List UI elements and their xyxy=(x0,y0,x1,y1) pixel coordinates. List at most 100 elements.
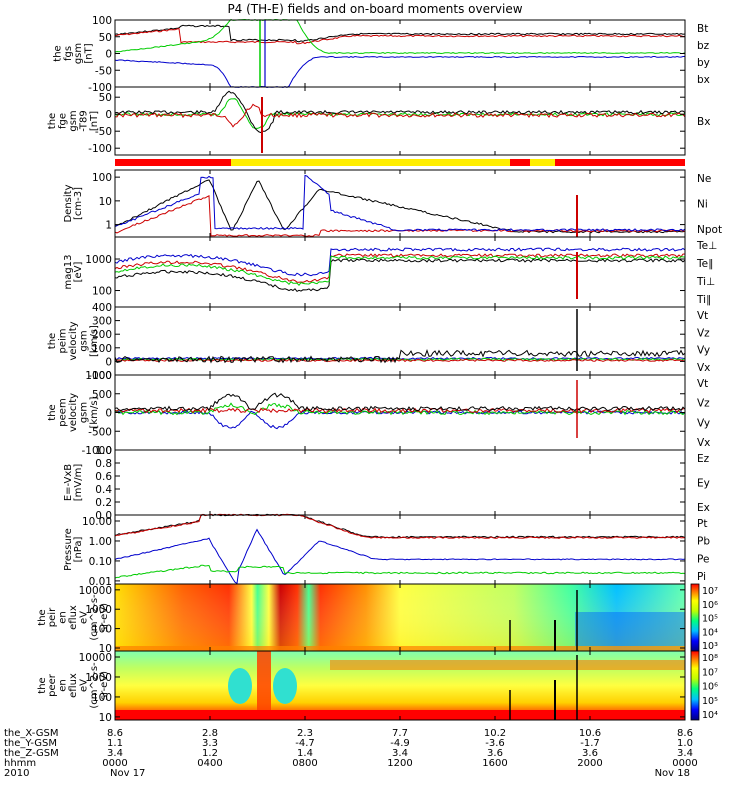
y-tick-label-velocity_i-0: 400 xyxy=(92,302,112,314)
y-label-fge-2: gsm xyxy=(68,110,79,131)
trace-fge-bz xyxy=(114,103,686,128)
panel-frame-efield xyxy=(114,449,686,516)
legend-fgs-2: by xyxy=(697,57,710,69)
y-label-fge-0: the xyxy=(47,113,58,129)
legend-temperature-0: Te⊥ xyxy=(696,240,717,252)
y-label-pressure-0: Pressure xyxy=(63,528,74,571)
trace-pressure-pe xyxy=(114,564,686,579)
y-label-velocity_e-3: gsm xyxy=(78,402,89,423)
time-axis: the_X-GSMthe_Y-GSMthe_Z-GSMhhmm20108.61.… xyxy=(4,20,698,779)
y-tick-label-efield-0: 1.0 xyxy=(95,445,112,457)
y-tick-label-fgs-2: 0 xyxy=(105,49,112,61)
y-tick-label-fge-1: 0 xyxy=(105,109,112,121)
y-label-efield-1: [mV/m] xyxy=(73,464,84,502)
y-label-temperature-0: mag13 xyxy=(63,255,74,290)
legend-temperature-2: Ti⊥ xyxy=(696,276,715,288)
legend-efield-1: Ey xyxy=(697,478,710,490)
trace-density-ni xyxy=(114,179,686,234)
y-label-electron_spectrogram-2: en xyxy=(58,679,69,692)
y-tick-label-fgs-1: 50 xyxy=(99,32,112,44)
y-label-velocity_e-2: velocity xyxy=(68,393,79,432)
y-label-fge-4: [nT] xyxy=(89,111,100,131)
ion-spectrogram-blue-patch xyxy=(575,612,685,646)
electron-spectrogram-blob-1 xyxy=(228,668,252,704)
y-label-density-1: [cm-3] xyxy=(73,187,84,220)
time-row-label-0: the_X-GSM xyxy=(4,728,58,739)
y-tick-label-fgs-3: -50 xyxy=(95,65,112,77)
y-label-velocity_i-2: velocity xyxy=(68,321,79,360)
y-label-fgs-3: [nT] xyxy=(84,43,95,63)
trace-layer xyxy=(114,18,686,585)
legend-velocity_e-3: Vx xyxy=(697,437,710,449)
y-tick-label-efield-2: 0.6 xyxy=(95,471,112,483)
legend-pressure-1: Pb xyxy=(697,536,710,548)
legend-fgs-0: Bt xyxy=(697,23,708,35)
y-tick-label-pressure-1: 1.00 xyxy=(89,536,112,548)
y-tick-label-efield-3: 0.4 xyxy=(95,484,112,496)
legend-pressure-0: Pt xyxy=(697,518,707,530)
y-label-velocity_i-4: [km/s] xyxy=(89,325,100,357)
legend-density-1: Ni xyxy=(697,199,708,211)
trace-ve-vt xyxy=(114,392,686,412)
y-tick-label-pressure-3: 0.01 xyxy=(89,576,112,588)
spectrogram-layer xyxy=(115,584,685,720)
y-label-fge-1: fge xyxy=(58,113,69,129)
time-row-label-2: the_Z-GSM xyxy=(4,748,59,759)
mode-bar-segment-red-2 xyxy=(510,159,530,166)
time-cell-2-3: 0800 xyxy=(292,758,317,769)
ion-spectrogram-shade xyxy=(115,584,685,651)
y-label-velocity_i-1: peim xyxy=(58,328,69,353)
legend-velocity_e-2: Vy xyxy=(697,417,710,429)
y-tick-label-temperature-1: 100 xyxy=(92,286,112,298)
y-label-ion_spectrogram-3: eflux xyxy=(68,605,79,630)
colorbar-label-ion_spectrogram-1: 10⁶ xyxy=(702,600,718,611)
legend-velocity_e-0: Vt xyxy=(697,378,708,390)
electron-spectrogram-blob-2 xyxy=(273,668,297,704)
trace-temp-teperp xyxy=(114,253,686,283)
time-row-label-1: the_Y-GSM xyxy=(4,738,57,749)
time-cell-6-0: 8.6 xyxy=(677,728,693,739)
time-cell-2-2: 1.4 xyxy=(297,748,313,759)
y-tick-label-velocity_i-5: -100 xyxy=(88,370,112,382)
y-label-ion_spectrogram-2: en xyxy=(58,611,69,624)
time-cell-0-1: 1.1 xyxy=(107,738,123,749)
colorbar-label-ion_spectrogram-3: 10⁴ xyxy=(702,627,718,638)
y-tick-label-velocity_e-0: 1000 xyxy=(85,370,112,382)
legend-pressure-2: Pe xyxy=(697,553,709,565)
y-tick-label-electron_spectrogram-2: 100 xyxy=(92,692,112,704)
y-tick-label-ion_spectrogram-0: 10000 xyxy=(79,585,112,597)
time-cell-4-1: -3.6 xyxy=(485,738,505,749)
y-tick-label-ion_spectrogram-1: 1000 xyxy=(85,604,112,616)
trace-fge-bx xyxy=(114,90,686,134)
trace-fgs-bz xyxy=(114,28,686,45)
time-cell-0-0: 8.6 xyxy=(107,728,123,739)
y-tick-label-electron_spectrogram-0: 10000 xyxy=(79,652,112,664)
y-label-electron_spectrogram-1: peer xyxy=(47,673,58,697)
y-tick-label-pressure-0: 10.00 xyxy=(82,516,112,528)
time-cell-1-0: 2.8 xyxy=(202,728,218,739)
trace-fgs-bx xyxy=(114,55,685,89)
colorbar-label-ion_spectrogram-2: 10⁵ xyxy=(702,614,718,625)
legend-temperature-1: Te∥ xyxy=(696,258,713,270)
time-cell-6-1: 1.0 xyxy=(677,738,693,749)
y-tick-label-temperature-0: 1000 xyxy=(85,254,112,266)
mode-bar-segment-red-1 xyxy=(115,159,231,166)
time-cell-4-0: 10.2 xyxy=(484,728,506,739)
time-cell-6-2: 3.4 xyxy=(677,748,693,759)
time-cell-5-3: 2000 xyxy=(577,758,602,769)
trace-temp-tepar xyxy=(114,258,686,293)
trace-fgs-bt xyxy=(114,24,686,43)
y-label-electron_spectrogram-5: (cm^2-s- xyxy=(89,662,100,709)
trace-temp-tiperp xyxy=(114,247,686,277)
electron-spectrogram-hot-column xyxy=(257,651,271,720)
colorbar-label-ion_spectrogram-4: 10³ xyxy=(702,641,718,652)
time-cell-0-3: 0000 xyxy=(102,758,127,769)
trace-fgs-by xyxy=(114,18,686,55)
y-tick-label-ion_spectrogram-2: 100 xyxy=(92,624,112,636)
y-tick-label-fge-2: -50 xyxy=(95,126,112,138)
y-label-velocity_i-3: gsm xyxy=(78,330,89,351)
y-label-ion_spectrogram-0: the xyxy=(37,609,48,625)
y-tick-label-pressure-2: 0.10 xyxy=(89,556,112,568)
time-row-label-4: 2010 xyxy=(4,768,29,779)
